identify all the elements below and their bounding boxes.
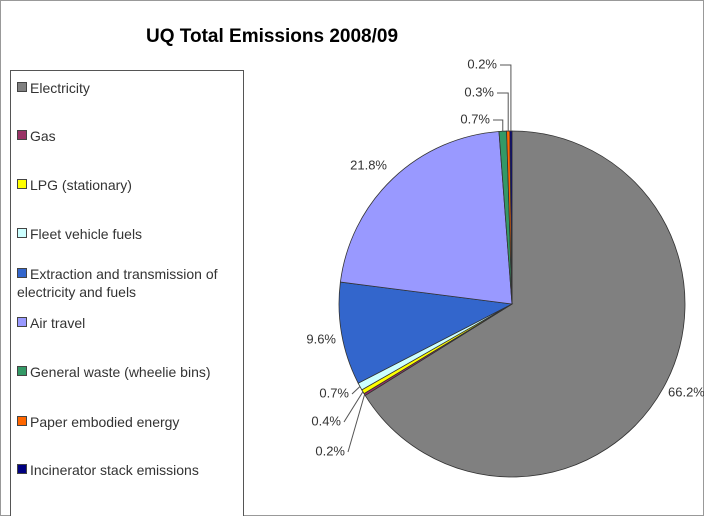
leader-line — [493, 120, 503, 131]
legend-entry: Paper embodied energy — [17, 413, 245, 431]
legend-entry: Gas — [17, 127, 245, 145]
legend-swatch — [17, 464, 27, 474]
legend-label: Fleet vehicle fuels — [30, 226, 142, 242]
leader-line — [500, 65, 511, 131]
legend-entry: Air travel — [17, 314, 245, 332]
legend-swatch — [17, 416, 27, 426]
chart-area: UQ Total Emissions 2008/09 66.2% 0.2% 0.4%… — [0, 0, 704, 516]
value-label: 66.2% — [668, 384, 704, 399]
legend-entry: Incinerator stack emissions — [17, 461, 245, 479]
value-label: 0.7% — [460, 111, 490, 126]
value-label: 0.3% — [464, 84, 494, 99]
legend-entry: Fleet vehicle fuels — [17, 225, 245, 243]
value-label: 9.6% — [306, 331, 336, 346]
legend-label: LPG (stationary) — [30, 177, 132, 193]
value-label: 0.2% — [467, 56, 497, 71]
legend-label: Gas — [30, 128, 56, 144]
legend-entry: LPG (stationary) — [17, 176, 245, 194]
legend-entry: Electricity — [17, 79, 245, 97]
legend-swatch — [17, 228, 27, 238]
legend-label: Extraction and transmission of electrici… — [17, 266, 218, 300]
leader-line — [352, 387, 360, 394]
legend-entry: Extraction and transmission of electrici… — [17, 265, 245, 301]
legend-swatch — [17, 179, 27, 189]
legend-label: Air travel — [30, 315, 85, 331]
legend-label: Incinerator stack emissions — [30, 462, 199, 478]
legend-swatch — [17, 268, 27, 278]
value-label: 0.2% — [315, 443, 345, 458]
chart-title: UQ Total Emissions 2008/09 — [146, 26, 398, 47]
legend-label: General waste (wheelie bins) — [30, 364, 211, 380]
legend-label: Paper embodied energy — [30, 414, 179, 430]
legend-swatch — [17, 366, 27, 376]
legend-entry: General waste (wheelie bins) — [17, 363, 245, 381]
value-label: 21.8% — [350, 157, 387, 172]
legend-swatch — [17, 130, 27, 140]
legend-swatch — [17, 82, 27, 92]
value-label: 0.7% — [319, 385, 349, 400]
legend: Electricity Gas LPG (stationary) Fleet vehi… — [10, 70, 244, 516]
value-label: 0.4% — [311, 413, 341, 428]
legend-swatch — [17, 317, 27, 327]
legend-label: Electricity — [30, 80, 90, 96]
